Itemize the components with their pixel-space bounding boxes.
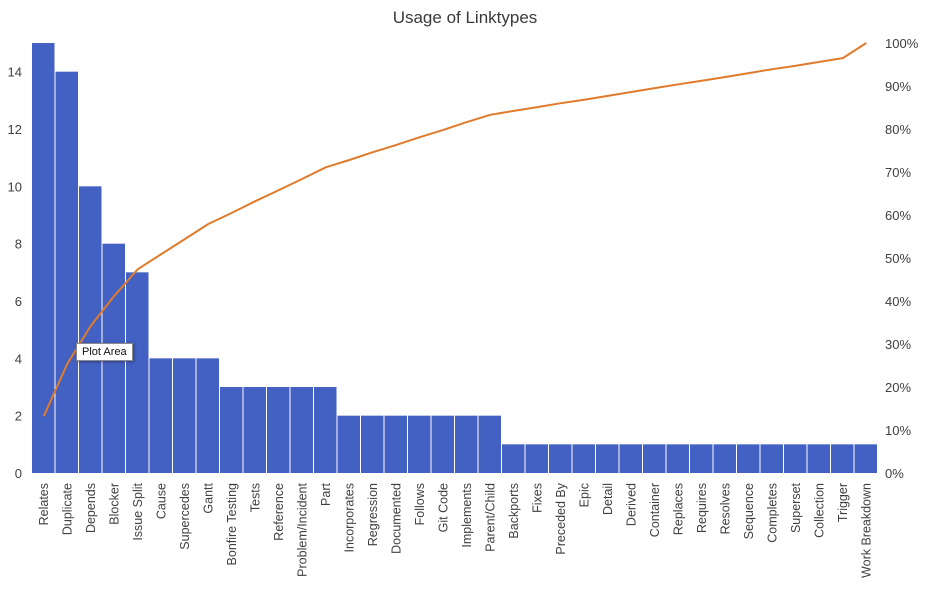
bar <box>455 415 478 473</box>
left-axis-tick-label: 8 <box>15 237 22 252</box>
bar <box>173 358 196 473</box>
bar <box>666 444 689 473</box>
bar <box>149 358 172 473</box>
bar <box>220 387 243 473</box>
category-label: Gantt <box>201 482 215 513</box>
bar <box>572 444 595 473</box>
category-label: Reference <box>272 483 286 541</box>
right-axis-ticks: 0% 10% 20% 30% 40% 50% 60% 70% 80% 90% 100% <box>885 36 919 481</box>
left-axis-tick-label: 4 <box>15 351 22 366</box>
category-label: Supercedes <box>178 483 192 550</box>
bar <box>126 272 149 473</box>
right-axis-tick-label: 80% <box>885 122 911 137</box>
category-label: Collection <box>812 483 826 538</box>
right-axis-tick-label: 20% <box>885 380 911 395</box>
category-axis-labels: Relates Duplicate Depends Blocker Issue Spli… <box>37 482 873 578</box>
right-axis-tick-label: 100% <box>885 36 919 51</box>
category-label: Incorporates <box>342 483 356 552</box>
bar <box>243 387 266 473</box>
bar <box>502 444 525 473</box>
bar <box>760 444 783 473</box>
left-axis-ticks: 0 2 4 6 8 10 12 14 <box>8 65 22 481</box>
category-label: Tests <box>248 483 262 512</box>
right-axis-tick-label: 50% <box>885 251 911 266</box>
right-axis-tick-label: 30% <box>885 337 911 352</box>
right-axis-tick-label: 0% <box>885 466 904 481</box>
bar-series <box>32 43 877 474</box>
category-label: Sequence <box>742 483 756 539</box>
category-label: Issue Split <box>131 482 145 540</box>
category-label: Requires <box>695 483 709 533</box>
bar <box>384 415 407 473</box>
category-label: Parent/Child <box>483 483 497 552</box>
category-label: Epic <box>577 483 591 507</box>
category-label: Duplicate <box>60 483 74 535</box>
bar <box>549 444 572 473</box>
bar <box>361 415 384 473</box>
chart-title: Usage of Linktypes <box>393 8 538 27</box>
category-label: Relates <box>37 483 51 525</box>
left-axis-tick-label: 12 <box>8 122 22 137</box>
bar <box>784 444 807 473</box>
bar <box>408 415 431 473</box>
bar <box>431 415 454 473</box>
bar <box>807 444 830 473</box>
left-axis-tick-label: 10 <box>8 179 22 194</box>
right-axis-tick-label: 70% <box>885 165 911 180</box>
category-label: Depends <box>84 483 98 533</box>
category-label: Bonfire Testing <box>225 483 239 566</box>
category-label: Git Code <box>436 483 450 532</box>
category-label: Regression <box>366 483 380 546</box>
bar <box>32 43 55 473</box>
category-label: Implements <box>460 483 474 548</box>
category-label: Derived <box>624 483 638 526</box>
left-axis-tick-label: 6 <box>15 294 22 309</box>
bar <box>290 387 313 473</box>
bar <box>831 444 854 473</box>
bar <box>196 358 219 473</box>
category-label: Superset <box>789 482 803 533</box>
bar <box>643 444 666 473</box>
plot-area-tooltip: Plot Area <box>76 343 133 361</box>
category-label: Fixes <box>530 483 544 513</box>
bar <box>737 444 760 473</box>
category-label: Cause <box>154 483 168 519</box>
bar <box>314 387 337 473</box>
bar <box>713 444 736 473</box>
left-axis-tick-label: 0 <box>15 466 22 481</box>
category-label: Blocker <box>107 483 121 525</box>
bar <box>690 444 713 473</box>
bar <box>478 415 501 473</box>
category-label: Replaces <box>671 483 685 535</box>
bar <box>267 387 290 473</box>
right-axis-tick-label: 60% <box>885 208 911 223</box>
category-label: Documented <box>389 483 403 554</box>
bar <box>619 444 642 473</box>
category-label: Work Breakdown <box>859 483 873 578</box>
right-axis-tick-label: 10% <box>885 423 911 438</box>
bar <box>525 444 548 473</box>
bar <box>55 71 78 474</box>
left-axis-tick-label: 2 <box>15 409 22 424</box>
cumulative-line-series <box>42 42 867 417</box>
category-label: Backports <box>507 483 521 539</box>
category-label: Trigger <box>836 483 850 522</box>
category-label: Preceded By <box>554 482 568 554</box>
category-label: Resolves <box>718 483 732 534</box>
category-label: Part <box>319 482 333 505</box>
category-label: Follows <box>413 483 427 525</box>
category-label: Completes <box>765 483 779 543</box>
right-axis-tick-label: 40% <box>885 294 911 309</box>
category-label: Detail <box>601 483 615 515</box>
left-axis-tick-label: 14 <box>8 65 22 80</box>
bar <box>854 444 877 473</box>
bar <box>337 415 360 473</box>
category-label: Container <box>648 483 662 537</box>
cumulative-line <box>42 42 867 417</box>
bar <box>596 444 619 473</box>
category-label: Problem/Incident <box>295 482 309 576</box>
bar <box>79 186 102 474</box>
right-axis-tick-label: 90% <box>885 79 911 94</box>
